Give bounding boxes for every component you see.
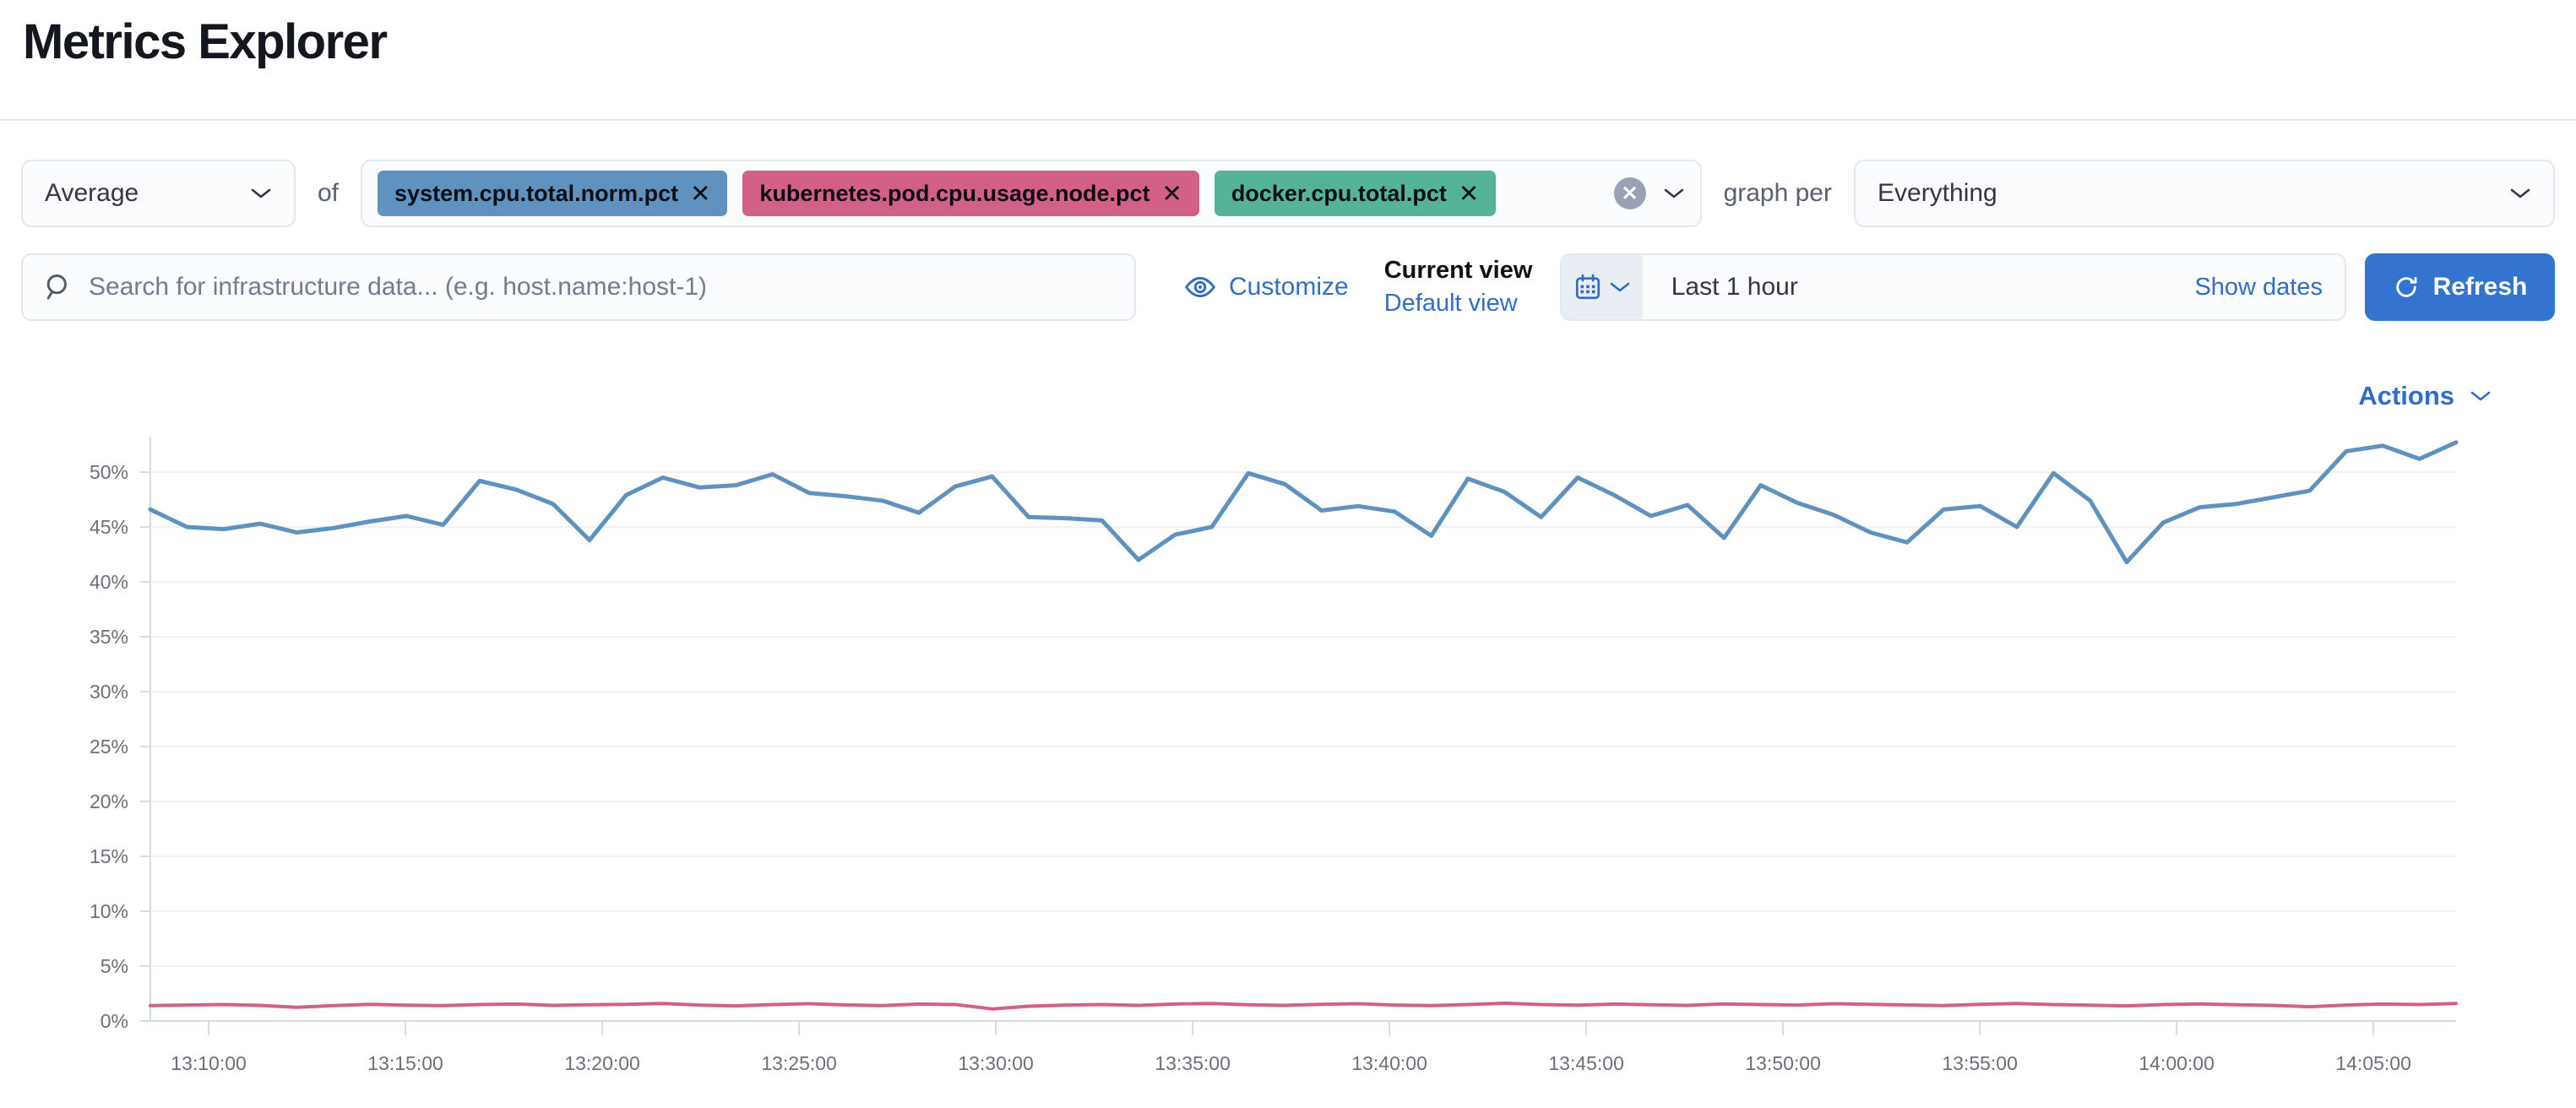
chevron-down-icon [1610,282,1630,292]
x-axis-tick-label: 13:35:00 [1155,1052,1231,1074]
remove-metric-icon[interactable]: ✕ [690,180,711,208]
default-view-link[interactable]: Default view [1383,290,1518,317]
chevron-down-icon[interactable] [1663,187,1685,200]
show-dates-link[interactable]: Show dates [2194,273,2323,301]
x-axis-tick-label: 13:30:00 [958,1052,1034,1074]
y-axis-tick-label: 30% [90,681,128,703]
series-line-kubernetes.pod.cpu.usage.node.pct [149,1001,2458,1011]
graph-per-select-value: Everything [1878,179,1997,207]
calendar-icon [1575,274,1600,300]
y-axis-tick-label: 25% [90,736,128,758]
graph-per-select[interactable]: Everything [1854,160,2555,227]
y-axis-tick-label: 10% [90,900,128,922]
customize-button[interactable]: Customize [1183,270,1349,304]
refresh-button[interactable]: Refresh [2365,253,2555,321]
refresh-icon [2395,276,2417,297]
series-line-system.cpu.total.norm.pct [148,440,2459,565]
x-axis-tick-label: 14:05:00 [2335,1052,2411,1074]
cpu-usage-line-chart[interactable]: 50% 45% 40% 35% 30% 25% 20% 15% 10% 5% 0% 13:10:00 1… [0,428,2576,1095]
y-axis-tick-label: 45% [90,516,128,538]
search-input[interactable] [89,273,1114,301]
y-axis-tick-label: 50% [90,461,128,483]
clear-all-metrics-icon[interactable]: ✕ [1613,177,1646,209]
page-title: Metrics Explorer [23,14,388,69]
refresh-label: Refresh [2432,273,2528,301]
customize-label: Customize [1229,273,1349,301]
metrics-toolbar: Average of system.cpu.total.norm.pct ✕ kub… [21,160,2555,227]
x-axis-tick-label: 13:25:00 [761,1052,837,1074]
quick-select-menu-button[interactable] [1561,255,1643,319]
y-axis-tick-label: 0% [101,1010,128,1032]
header-divider [0,119,2576,121]
remove-metric-icon[interactable]: ✕ [1161,180,1182,208]
of-label: of [318,179,340,207]
aggregation-select[interactable]: Average [21,160,296,227]
x-axis-tick-label: 13:55:00 [1942,1052,2018,1074]
chevron-down-icon [251,188,271,198]
metric-tag[interactable]: docker.cpu.total.pct ✕ [1214,171,1497,216]
current-view-label: Current view [1383,257,1533,284]
view-switcher: Current view Default view [1384,257,1535,318]
metric-tag[interactable]: system.cpu.total.norm.pct ✕ [378,171,728,216]
search-icon [46,274,67,300]
chevron-down-icon [2510,188,2530,198]
actions-menu-button[interactable]: Actions [2358,381,2492,411]
x-axis-tick-label: 13:15:00 [367,1052,443,1074]
y-axis-tick-label: 40% [90,571,128,593]
y-axis-tick-label: 5% [101,955,128,977]
combobox-controls: ✕ [1613,177,1685,209]
x-axis-tick-label: 13:40:00 [1351,1052,1427,1074]
metric-tag-list: system.cpu.total.norm.pct ✕ kubernetes.pod… [378,171,1497,216]
aggregation-select-value: Average [45,179,139,207]
search-field[interactable] [21,253,1136,321]
metric-tag-label: docker.cpu.total.pct [1231,180,1447,206]
y-axis-tick-label: 15% [90,845,128,867]
graph-per-label: graph per [1723,179,1832,207]
metrics-combobox[interactable]: system.cpu.total.norm.pct ✕ kubernetes.pod… [361,160,1702,227]
chevron-down-icon [2470,391,2491,401]
y-axis-tick-label: 20% [90,790,128,812]
y-axis-tick-label: 35% [90,626,128,648]
actions-label: Actions [2358,381,2454,410]
x-axis-tick-label: 13:10:00 [171,1052,247,1074]
metric-tag-label: kubernetes.pod.cpu.usage.node.pct [759,180,1150,206]
x-axis-tick-label: 14:00:00 [2139,1052,2215,1074]
time-range-picker: Last 1 hour Show dates [1559,253,2346,321]
filter-toolbar: Customize Current view Default view Last… [21,253,2555,322]
chart-actions-row: Actions [0,381,2492,411]
metric-tag-label: system.cpu.total.norm.pct [394,180,679,206]
time-range-value[interactable]: Last 1 hour [1671,273,1798,301]
x-axis-tick-label: 13:20:00 [564,1052,640,1074]
metrics-chart[interactable]: 50% 45% 40% 35% 30% 25% 20% 15% 10% 5% 0% 13:10:00 1… [0,428,2576,1100]
remove-metric-icon[interactable]: ✕ [1458,180,1480,208]
x-axis-tick-label: 13:45:00 [1548,1052,1624,1074]
metric-tag[interactable]: kubernetes.pod.cpu.usage.node.pct ✕ [742,171,1199,216]
x-axis-tick-label: 13:50:00 [1745,1052,1821,1074]
eye-icon [1184,276,1216,298]
